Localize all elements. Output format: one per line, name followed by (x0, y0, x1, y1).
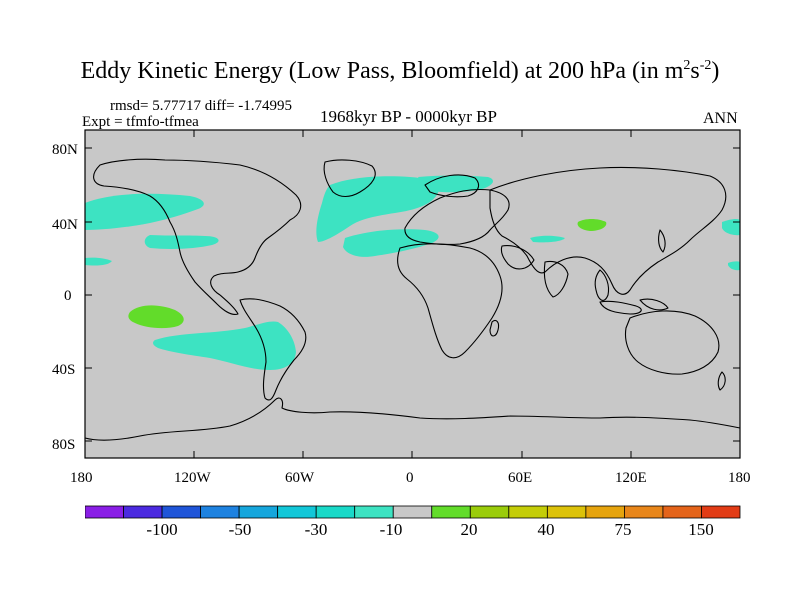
colorbar-swatch (508, 505, 548, 519)
time-period: 1968kyr BP - 0000kyr BP (320, 107, 497, 126)
x-tick-120e: 120E (615, 470, 647, 486)
colorbar-swatch (662, 505, 702, 519)
colorbar-swatch (123, 505, 163, 519)
colorbar-label-4: -10 (379, 520, 403, 539)
coastlines (84, 158, 741, 441)
experiment-label: Expt = tfmfo-tfmea (82, 114, 199, 130)
colorbar-label-3: -30 (304, 520, 328, 539)
x-tick-180w: 180 (70, 470, 93, 486)
colorbar-swatch (200, 505, 240, 519)
anomaly-regions-cyan (85, 175, 740, 370)
colorbar-label-2: -50 (228, 520, 252, 539)
colorbar-swatch (585, 505, 625, 519)
x-tick-180e: 180 (728, 470, 751, 486)
colorbar-label-5: 20 (460, 520, 478, 539)
colorbar-label-8: 150 (688, 520, 714, 539)
colorbar-swatch (315, 505, 356, 519)
y-tick-80n: 80N (52, 142, 78, 158)
y-tick-40s: 40S (52, 362, 76, 378)
rmsd-diff-stats: rmsd= 5.77717 diff= -1.74995 (110, 98, 293, 114)
y-tick-eq: 0 (64, 288, 72, 304)
colorbar-swatch (546, 505, 587, 519)
colorbar-swatch (161, 505, 201, 519)
colorbar-swatch (624, 505, 664, 519)
colorbar-swatch (277, 505, 317, 519)
y-tick-80s: 80S (52, 437, 76, 453)
colorbar-swatch (85, 505, 124, 519)
season-label: ANN (703, 110, 738, 127)
colorbar-label-6: 40 (537, 520, 555, 539)
colorbar-swatch (238, 505, 279, 519)
colorbar-swatch (392, 505, 433, 519)
x-tick-0: 0 (406, 470, 414, 486)
x-tick-60w: 60W (285, 470, 315, 486)
colorbar-swatch (354, 505, 394, 519)
x-tick-120w: 120W (174, 470, 211, 486)
colorbar-swatch (701, 505, 741, 519)
colorbar (85, 505, 741, 519)
colorbar-label-7: 75 (614, 520, 632, 539)
y-tick-40n: 40N (52, 217, 78, 233)
axis-ticks (84, 130, 741, 458)
colorbar-swatch (469, 505, 510, 519)
x-tick-60e: 60E (508, 470, 533, 486)
anomaly-regions-green (128, 219, 607, 329)
plot-title: Eddy Kinetic Energy (Low Pass, Bloomfiel… (80, 58, 720, 84)
colorbar-swatch (431, 505, 471, 519)
colorbar-label-1: -100 (146, 520, 178, 539)
